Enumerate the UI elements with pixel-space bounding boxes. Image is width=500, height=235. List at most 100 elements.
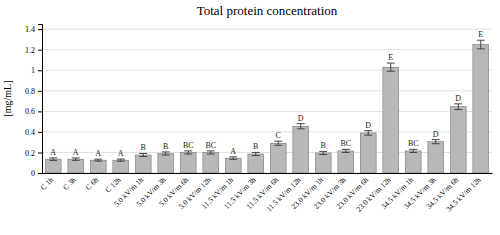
bar	[158, 153, 174, 173]
tick: 1.2	[25, 46, 42, 55]
error-bar-line	[297, 124, 305, 129]
bar	[293, 126, 309, 173]
error-bar	[319, 151, 327, 154]
tick: 0.4	[25, 128, 42, 137]
bar	[248, 154, 264, 173]
grid	[42, 29, 492, 173]
annotation: A	[50, 148, 56, 157]
tick: 0.8	[25, 87, 42, 96]
annotation: A	[95, 149, 101, 158]
error-bar-line	[274, 141, 282, 145]
tick: C 6h	[84, 173, 101, 192]
bar	[113, 160, 129, 173]
annotation: BC	[408, 139, 419, 148]
error-bar	[49, 158, 57, 160]
tick-label: C 1h	[39, 175, 56, 192]
error-bar	[117, 159, 125, 161]
annotation: D	[365, 121, 371, 130]
tick: 0.2	[25, 149, 42, 158]
tick-label: C 3h	[61, 175, 78, 192]
annotations: AAAABBBCBCABCDBBCDEBCDDE	[50, 30, 483, 158]
annotation: BC	[340, 139, 351, 148]
tick-mark	[38, 173, 42, 174]
bar	[360, 133, 376, 173]
grid-line	[42, 111, 492, 112]
error-bar-line	[364, 131, 372, 136]
error-bar	[252, 152, 260, 155]
tick: C 12h	[103, 173, 122, 195]
bar	[180, 152, 196, 173]
annotation: E	[388, 53, 393, 62]
error-bar-line	[432, 140, 440, 144]
tick-label: C 6h	[84, 175, 101, 192]
x-axis: C 1hC 3hC 6hC 12h5.0 kV/m 1h5.0 kV/m 3h5…	[39, 173, 493, 214]
tick: 0	[31, 169, 42, 178]
error-bar-line	[94, 159, 102, 161]
grid-line	[42, 152, 492, 153]
tick-label: 1	[31, 66, 35, 75]
grid-line	[42, 173, 492, 174]
error-bar	[72, 158, 80, 160]
bar	[203, 152, 219, 173]
tick-mark	[38, 152, 42, 153]
tick-mark	[38, 29, 42, 30]
error-bar	[342, 149, 350, 152]
annotation: E	[478, 30, 483, 39]
tick: 1.4	[25, 25, 42, 34]
error-bar	[229, 157, 237, 159]
tick-label: 1.4	[25, 25, 35, 34]
error-bar	[162, 152, 170, 155]
error-bar	[454, 104, 462, 110]
tick-mark	[38, 111, 42, 112]
error-bar-line	[162, 152, 170, 155]
annotation: B	[163, 142, 168, 151]
annotation: D	[298, 114, 304, 123]
error-bar-line	[387, 63, 395, 71]
error-bar	[297, 124, 305, 129]
error-bar	[139, 153, 147, 156]
bar	[428, 142, 444, 173]
grid-line	[42, 49, 492, 50]
tick-label: 0.2	[25, 149, 35, 158]
annotation: BC	[183, 141, 194, 150]
tick: 34.5 kV/m 12h	[444, 173, 483, 214]
error-bar	[207, 151, 215, 154]
y-axis: 0 0.2 0.4 0.6 0.8 1 1.2 1.4	[25, 25, 43, 179]
tick-label: 34.5 kV/m 12h	[444, 175, 483, 214]
error-bar-line	[409, 149, 417, 152]
marks	[45, 40, 488, 173]
chart: AAAABBBCBCABCDBBCDEBCDDE00.20.40.60.811.…	[0, 0, 500, 235]
tick: C 3h	[61, 173, 78, 192]
bar	[405, 151, 421, 173]
axis-line	[38, 25, 43, 174]
annotation: A	[73, 148, 79, 157]
tick-label: 0.8	[25, 87, 35, 96]
tick: 1	[31, 66, 42, 75]
grid-line	[42, 131, 492, 132]
error-bar	[274, 141, 282, 145]
tick-mark	[38, 70, 42, 71]
error-bar-line	[72, 158, 80, 160]
bar	[473, 45, 489, 173]
bar	[135, 155, 151, 173]
error-bar-line	[319, 151, 327, 154]
bar	[225, 158, 241, 173]
tick-mark	[38, 132, 42, 133]
bar	[450, 107, 466, 173]
error-bar-line	[139, 153, 147, 156]
error-bar-line	[207, 151, 215, 154]
tick-label: 0	[31, 169, 35, 178]
annotation: D	[455, 94, 461, 103]
tick: 0.6	[25, 107, 42, 116]
error-bar	[94, 159, 102, 161]
tick-mark	[38, 50, 42, 51]
error-bar-line	[252, 152, 260, 155]
error-bar-line	[229, 157, 237, 159]
axis-line	[43, 173, 493, 174]
error-bar-line	[49, 158, 57, 160]
bar	[338, 151, 354, 173]
tick-label: C 12h	[103, 175, 122, 194]
annotation: A	[230, 147, 236, 156]
annotation: B	[141, 143, 146, 152]
annotation: D	[433, 130, 439, 139]
